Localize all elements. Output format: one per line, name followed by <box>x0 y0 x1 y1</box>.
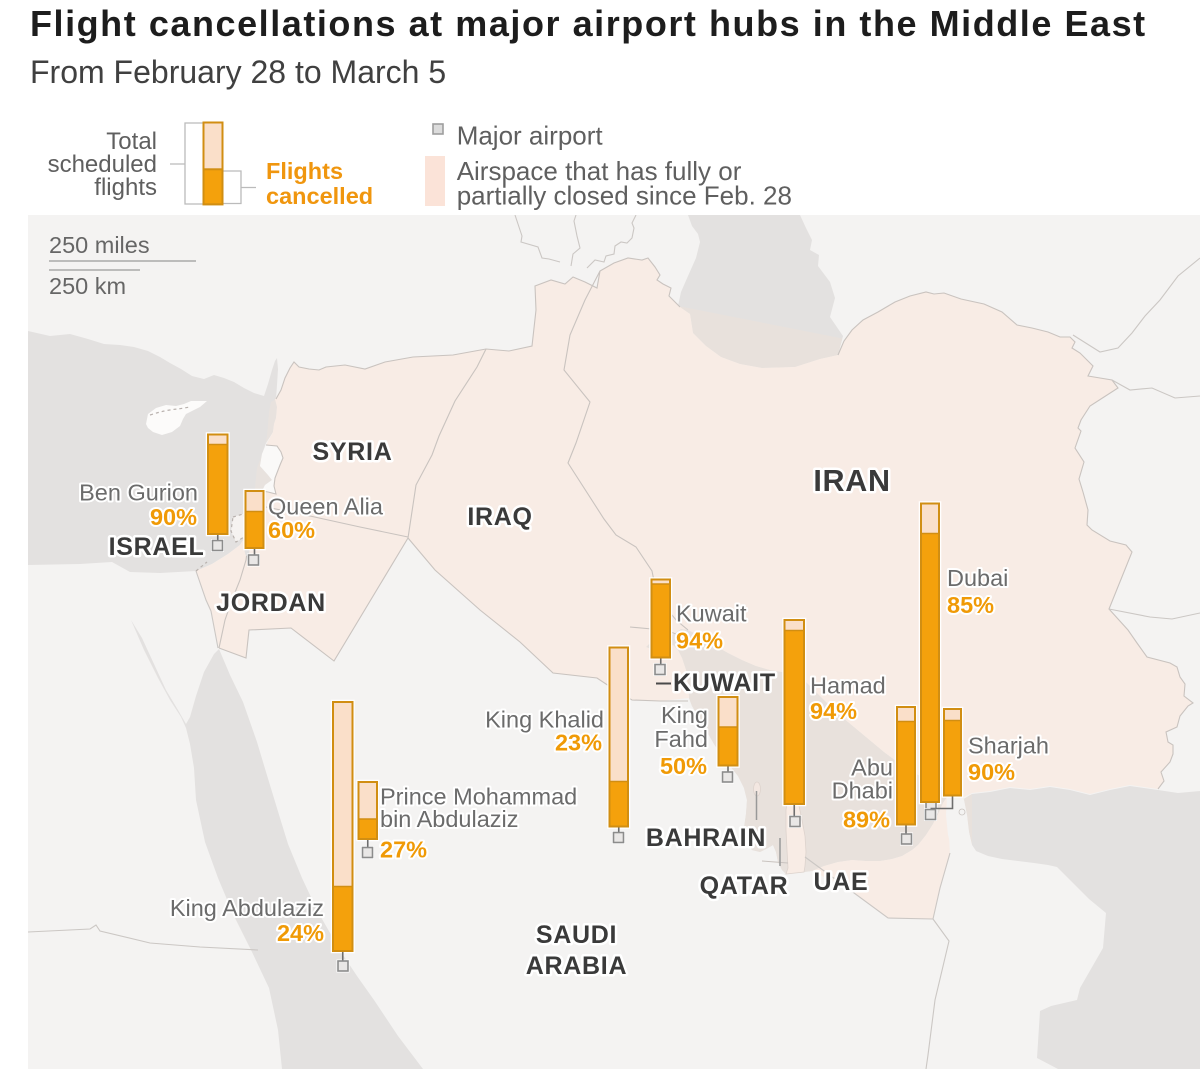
svg-text:90%: 90% <box>150 504 197 530</box>
svg-text:JORDAN: JORDAN <box>216 589 326 617</box>
svg-text:Major airport: Major airport <box>457 121 604 151</box>
svg-text:SAUDI: SAUDI <box>536 921 617 949</box>
svg-text:Total: Total <box>106 128 157 155</box>
svg-text:King Khalid: King Khalid <box>485 707 604 733</box>
svg-text:90%: 90% <box>968 759 1015 785</box>
svg-text:250 km: 250 km <box>49 273 126 299</box>
svg-text:cancelled: cancelled <box>266 183 373 209</box>
svg-text:Dubai: Dubai <box>947 565 1008 591</box>
svg-text:ARABIA: ARABIA <box>526 952 627 980</box>
svg-text:partially closed since Feb. 28: partially closed since Feb. 28 <box>457 180 792 210</box>
svg-text:flights: flights <box>94 174 157 201</box>
svg-text:85%: 85% <box>947 592 994 618</box>
svg-text:24%: 24% <box>277 920 324 946</box>
svg-text:bin Abdulaziz: bin Abdulaziz <box>380 806 519 832</box>
svg-text:King: King <box>661 702 708 728</box>
svg-text:27%: 27% <box>380 837 427 863</box>
svg-text:Ben Gurion: Ben Gurion <box>79 480 198 506</box>
svg-text:50%: 50% <box>660 753 707 779</box>
svg-text:60%: 60% <box>268 517 315 543</box>
svg-text:King Abdulaziz: King Abdulaziz <box>170 895 324 921</box>
svg-text:Flights: Flights <box>266 158 343 184</box>
svg-text:IRAQ: IRAQ <box>467 503 532 531</box>
svg-text:Fahd: Fahd <box>654 726 708 752</box>
svg-text:Sharjah: Sharjah <box>968 733 1049 759</box>
svg-text:Flight cancellations at major: Flight cancellations at major airport hu… <box>30 3 1147 44</box>
svg-text:ISRAEL: ISRAEL <box>109 533 205 561</box>
svg-text:94%: 94% <box>676 628 723 654</box>
svg-text:Prince Mohammad: Prince Mohammad <box>380 784 577 810</box>
svg-text:Airspace that has fully or: Airspace that has fully or <box>457 156 742 186</box>
svg-text:scheduled: scheduled <box>48 151 157 178</box>
svg-text:Hamad: Hamad <box>810 673 886 699</box>
svg-text:UAE: UAE <box>814 868 869 896</box>
svg-text:23%: 23% <box>555 730 602 756</box>
svg-text:250 miles: 250 miles <box>49 232 150 258</box>
svg-text:IRAN: IRAN <box>813 464 890 498</box>
svg-text:From February 28 to March 5: From February 28 to March 5 <box>30 54 446 90</box>
svg-text:SYRIA: SYRIA <box>313 438 393 466</box>
svg-text:Kuwait: Kuwait <box>676 601 747 627</box>
svg-text:Abu: Abu <box>851 755 893 781</box>
svg-text:94%: 94% <box>810 698 857 724</box>
svg-text:Dhabi: Dhabi <box>832 778 893 804</box>
svg-text:KUWAIT: KUWAIT <box>673 669 776 697</box>
svg-text:QATAR: QATAR <box>700 872 789 900</box>
svg-text:BAHRAIN: BAHRAIN <box>646 824 766 852</box>
svg-text:89%: 89% <box>843 807 890 833</box>
svg-text:Queen Alia: Queen Alia <box>268 494 384 520</box>
